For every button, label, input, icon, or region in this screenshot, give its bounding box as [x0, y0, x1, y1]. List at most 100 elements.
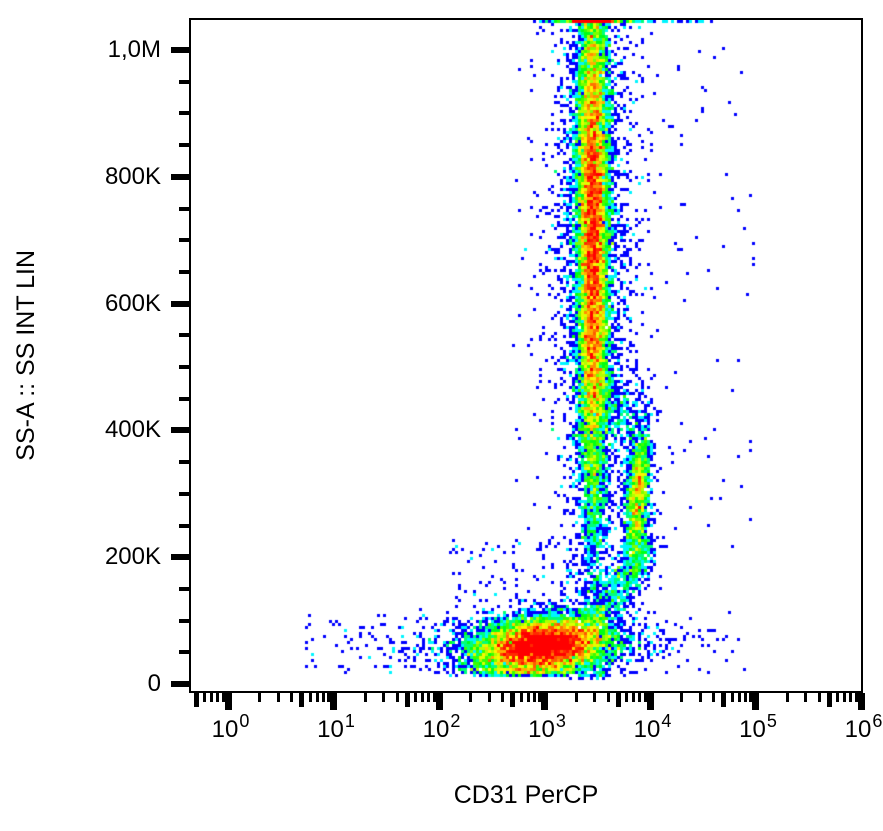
x-major-tick	[752, 693, 759, 710]
x-tick-label: 106	[815, 711, 883, 744]
x-half-decade-tick	[510, 693, 516, 707]
y-minor-tick	[179, 111, 191, 116]
x-axis-title-text: CD31 PerCP	[453, 781, 599, 809]
x-minor-tick	[469, 693, 473, 702]
x-tick-label-exponent: 5	[766, 711, 777, 731]
x-minor-tick	[327, 693, 331, 702]
y-major-tick	[171, 427, 191, 434]
y-minor-tick	[179, 650, 191, 655]
y-axis-title-text: SS-A :: SS INT LIN	[11, 250, 40, 461]
x-minor-tick	[625, 693, 629, 702]
x-minor-tick	[574, 693, 578, 702]
x-minor-tick	[643, 693, 647, 702]
x-minor-tick	[203, 693, 207, 702]
x-half-decade-tick	[404, 693, 410, 707]
x-major-tick	[330, 693, 337, 710]
y-axis-title: SS-A :: SS INT LIN	[8, 18, 44, 693]
x-minor-tick	[712, 693, 716, 702]
x-minor-tick	[421, 693, 425, 702]
y-minor-tick	[179, 586, 191, 591]
x-half-decade-tick	[193, 693, 199, 707]
y-major-tick	[171, 554, 191, 561]
y-minor-tick	[179, 143, 191, 148]
x-tick-label: 105	[710, 711, 806, 744]
x-minor-tick	[849, 693, 853, 702]
x-minor-tick	[680, 693, 684, 702]
x-tick-label-base: 10	[422, 716, 450, 743]
x-tick-label-base: 10	[211, 716, 239, 743]
y-minor-tick	[179, 460, 191, 465]
x-minor-tick	[501, 693, 505, 702]
x-major-tick	[224, 693, 232, 710]
x-minor-tick	[836, 693, 840, 702]
x-minor-tick	[843, 693, 847, 702]
y-tick-label: 400K	[104, 416, 161, 444]
x-minor-tick	[258, 693, 262, 702]
x-tick-label-base: 10	[739, 716, 766, 743]
x-minor-tick	[749, 693, 753, 702]
density-plot-canvas	[191, 20, 861, 691]
x-minor-tick	[432, 693, 436, 702]
x-tick-label-exponent: 2	[450, 711, 461, 731]
x-minor-tick	[487, 693, 491, 702]
y-tick-label: 0	[147, 670, 161, 697]
x-tick-label-base: 10	[844, 716, 872, 743]
x-tick-label-base: 10	[633, 716, 661, 743]
x-tick-label-exponent: 4	[661, 711, 672, 731]
x-minor-tick	[606, 693, 610, 702]
x-major-tick	[435, 693, 443, 710]
x-minor-tick	[363, 693, 367, 702]
x-tick-label: 104	[604, 711, 700, 744]
y-minor-tick	[179, 396, 191, 401]
x-minor-tick	[276, 693, 280, 702]
x-minor-tick	[743, 693, 747, 702]
x-tick-label: 103	[499, 711, 595, 744]
y-minor-tick	[179, 238, 191, 243]
x-tick-label-exponent: 0	[239, 711, 250, 731]
y-minor-tick	[179, 523, 191, 528]
x-tick-label-exponent: 6	[872, 711, 883, 731]
x-minor-tick	[427, 693, 431, 702]
x-minor-tick	[414, 693, 418, 702]
x-minor-tick	[395, 693, 399, 702]
x-minor-tick	[221, 693, 225, 702]
x-major-tick	[646, 693, 654, 710]
x-tick-label: 101	[288, 711, 384, 744]
x-minor-tick	[308, 693, 312, 702]
y-tick-label: 800K	[104, 162, 161, 190]
x-tick-label-exponent: 1	[344, 711, 355, 731]
y-major-tick	[171, 173, 191, 180]
x-major-tick	[857, 693, 865, 710]
x-minor-tick	[382, 693, 386, 702]
x-minor-tick	[321, 693, 325, 702]
y-minor-tick	[179, 269, 191, 274]
x-minor-tick	[538, 693, 542, 702]
x-minor-tick	[532, 693, 536, 702]
x-minor-tick	[854, 693, 858, 702]
x-minor-tick	[817, 693, 821, 702]
x-minor-tick	[730, 693, 734, 702]
x-half-decade-tick	[826, 693, 832, 707]
x-tick-label-base: 10	[317, 716, 344, 743]
y-tick-label: 600K	[104, 289, 161, 317]
x-minor-tick	[526, 693, 530, 702]
x-minor-tick	[593, 693, 597, 702]
y-minor-tick	[179, 618, 191, 623]
x-minor-tick	[210, 693, 214, 702]
x-tick-label-base: 10	[528, 716, 555, 743]
x-minor-tick	[216, 693, 220, 702]
y-minor-tick	[179, 365, 191, 369]
y-major-tick	[171, 681, 191, 687]
x-minor-tick	[698, 693, 702, 702]
x-minor-tick	[315, 693, 319, 702]
y-minor-tick	[179, 206, 191, 211]
y-tick-label: 200K	[104, 543, 161, 571]
x-half-decade-tick	[721, 693, 727, 707]
x-half-decade-tick	[615, 693, 621, 707]
x-tick-label-exponent: 3	[555, 711, 566, 731]
x-minor-tick	[737, 693, 741, 702]
x-minor-tick	[519, 693, 523, 702]
x-minor-tick	[632, 693, 636, 702]
plot-area: 0 200K 400K 600K 800K 1,0M 100 101 102 103 104 105 1…	[105, 18, 882, 743]
